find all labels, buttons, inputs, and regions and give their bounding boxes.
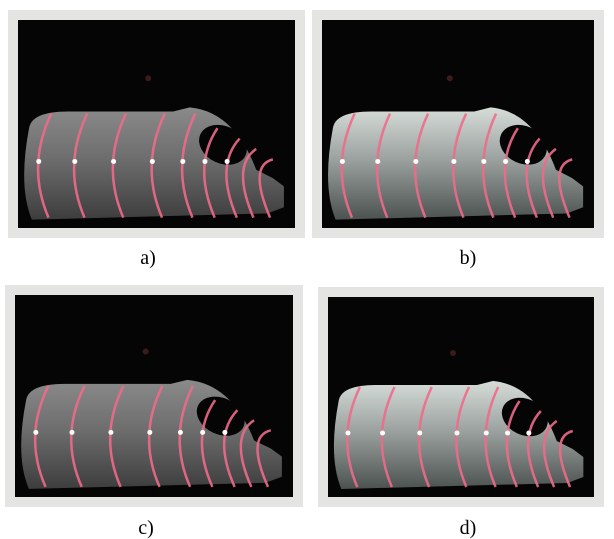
photo bbox=[318, 287, 604, 507]
laser-dot bbox=[72, 159, 77, 164]
laser-dot bbox=[375, 159, 380, 164]
caption: d) bbox=[460, 517, 477, 539]
laser-dot bbox=[69, 430, 74, 435]
laser-dot bbox=[413, 159, 418, 164]
laser-spot bbox=[143, 349, 149, 355]
laser-dot bbox=[147, 430, 152, 435]
caption: b) bbox=[460, 247, 477, 269]
laser-dot bbox=[180, 159, 185, 164]
photo bbox=[5, 285, 303, 507]
laser-dot bbox=[417, 431, 422, 436]
photo bbox=[312, 10, 604, 238]
laser-dot bbox=[525, 159, 530, 164]
laser-dot bbox=[380, 431, 385, 436]
laser-dot bbox=[505, 431, 510, 436]
laser-dot bbox=[451, 159, 456, 164]
laser-dot bbox=[484, 431, 489, 436]
laser-spot bbox=[145, 75, 151, 81]
laser-dot bbox=[200, 430, 205, 435]
laser-dot bbox=[178, 430, 183, 435]
laser-dot bbox=[503, 159, 508, 164]
laser-dot bbox=[111, 159, 116, 164]
laser-dot bbox=[455, 431, 460, 436]
laser-dot bbox=[340, 159, 345, 164]
figure: a) b) c) d) bbox=[0, 0, 614, 539]
laser-dot bbox=[222, 430, 227, 435]
laser-dot bbox=[225, 159, 230, 164]
laser-dot bbox=[345, 431, 350, 436]
caption: c) bbox=[138, 517, 154, 539]
caption: a) bbox=[140, 247, 156, 269]
laser-spot bbox=[450, 350, 456, 356]
laser-dot bbox=[150, 159, 155, 164]
laser-dot bbox=[108, 430, 113, 435]
laser-dot bbox=[202, 159, 207, 164]
photo bbox=[8, 10, 305, 238]
laser-dot bbox=[481, 159, 486, 164]
laser-dot bbox=[526, 431, 531, 436]
laser-dot bbox=[33, 430, 38, 435]
laser-dot bbox=[36, 159, 41, 164]
laser-spot bbox=[447, 75, 453, 81]
